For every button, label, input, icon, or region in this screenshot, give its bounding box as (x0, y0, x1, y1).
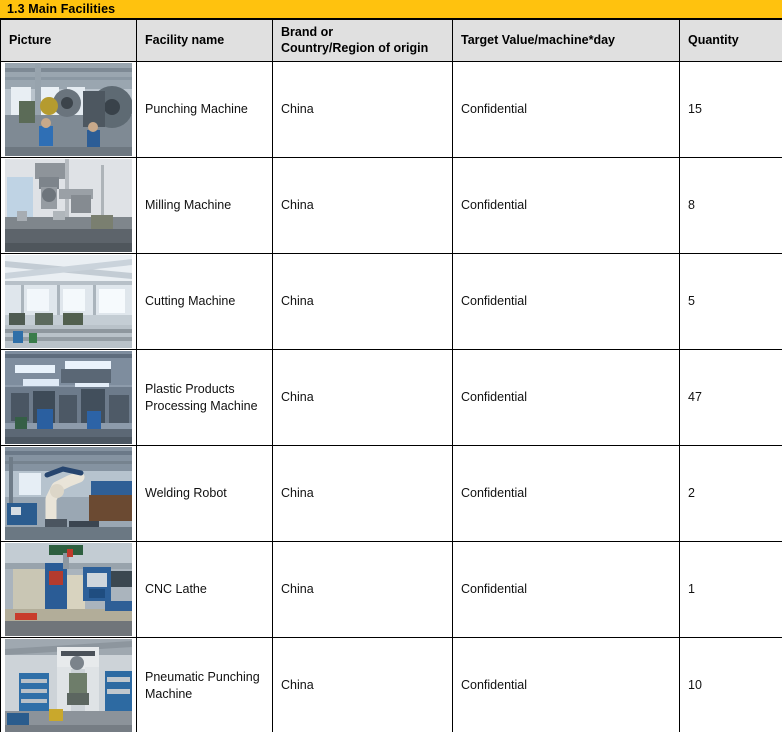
facility-origin-cell: China (272, 157, 453, 254)
header-row: Picture Facility name Brand or Country/R… (0, 19, 782, 62)
facility-name-cell: Punching Machine (136, 61, 273, 158)
facility-picture-cell (0, 637, 137, 732)
column-header-brand-origin: Brand or Country/Region of origin (272, 19, 453, 62)
facility-picture-cell (0, 541, 137, 638)
table-row: Welding Robot China Confidential 2 (0, 445, 782, 542)
facility-target-value-cell: Confidential (452, 61, 680, 158)
column-header-facility-name: Facility name (136, 19, 273, 62)
table-row: Plastic Products Processing Machine Chin… (0, 349, 782, 446)
facility-picture-cell (0, 349, 137, 446)
column-header-quantity: Quantity (679, 19, 782, 62)
facility-target-value-cell: Confidential (452, 253, 680, 350)
milling-machine-photo (5, 159, 132, 252)
facility-quantity-cell: 8 (679, 157, 782, 254)
facility-quantity-cell: 15 (679, 61, 782, 158)
facility-name-cell: Milling Machine (136, 157, 273, 254)
facility-origin-cell: China (272, 637, 453, 732)
facility-picture-cell (0, 157, 137, 254)
facility-origin-cell: China (272, 445, 453, 542)
cnc-lathe-photo (5, 543, 132, 636)
facility-name-cell: Welding Robot (136, 445, 273, 542)
plastic-products-processing-machine-photo (5, 351, 132, 444)
facility-name-cell: Plastic Products Processing Machine (136, 349, 273, 446)
punching-machine-photo (5, 63, 132, 156)
column-header-picture: Picture (0, 19, 137, 62)
table-row: Cutting Machine China Confidential 5 (0, 253, 782, 350)
facility-origin-cell: China (272, 61, 453, 158)
facility-origin-cell: China (272, 253, 453, 350)
facility-target-value-cell: Confidential (452, 637, 680, 732)
facility-target-value-cell: Confidential (452, 445, 680, 542)
facility-picture-cell (0, 445, 137, 542)
table-header: Picture Facility name Brand or Country/R… (0, 19, 782, 62)
facility-picture-cell (0, 61, 137, 158)
table-row: Milling Machine China Confidential 8 (0, 157, 782, 254)
column-header-target-value: Target Value/machine*day (452, 19, 680, 62)
facility-quantity-cell: 47 (679, 349, 782, 446)
facility-quantity-cell: 5 (679, 253, 782, 350)
facility-target-value-cell: Confidential (452, 541, 680, 638)
facility-name-cell: CNC Lathe (136, 541, 273, 638)
table-row: Punching Machine China Confidential 15 (0, 61, 782, 158)
table-row: Pneumatic Punching Machine China Confide… (0, 637, 782, 732)
facility-target-value-cell: Confidential (452, 157, 680, 254)
section-title: 1.3 Main Facilities (7, 1, 116, 16)
welding-robot-photo (5, 447, 132, 540)
facility-quantity-cell: 2 (679, 445, 782, 542)
facility-name-cell: Pneumatic Punching Machine (136, 637, 273, 732)
main-facilities-table: Picture Facility name Brand or Country/R… (0, 19, 782, 732)
facility-quantity-cell: 1 (679, 541, 782, 638)
facility-target-value-cell: Confidential (452, 349, 680, 446)
cutting-machine-photo (5, 255, 132, 348)
facility-name-cell: Cutting Machine (136, 253, 273, 350)
facility-origin-cell: China (272, 541, 453, 638)
pneumatic-punching-machine-photo (5, 639, 132, 732)
column-header-brand-line1: Brand or (281, 24, 334, 39)
table-body: Punching Machine China Confidential 15 (0, 61, 782, 732)
facility-quantity-cell: 10 (679, 637, 782, 732)
facility-origin-cell: China (272, 349, 453, 446)
table-row: CNC Lathe China Confidential 1 (0, 541, 782, 638)
facility-picture-cell (0, 253, 137, 350)
column-header-brand-line2: Country/Region of origin (281, 40, 429, 55)
section-banner: 1.3 Main Facilities (0, 0, 782, 19)
